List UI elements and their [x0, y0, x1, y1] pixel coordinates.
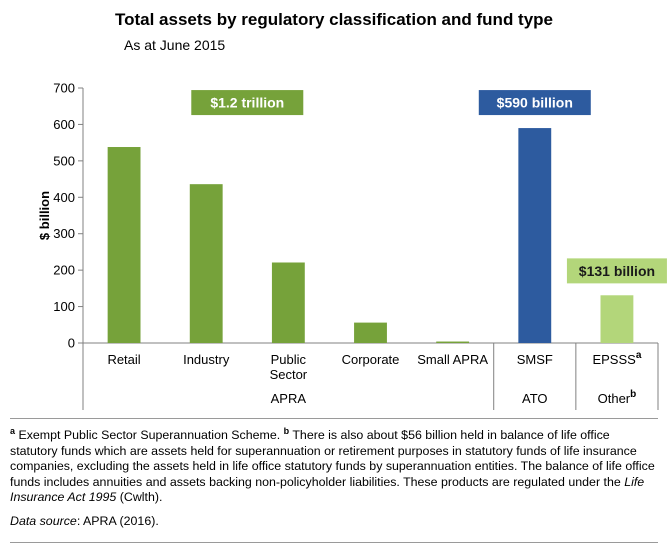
x-tick-label: Industry — [183, 352, 230, 367]
footnote-paragraph: a Exempt Public Sector Superannuation Sc… — [10, 425, 658, 506]
y-tick-label: 300 — [53, 226, 75, 241]
y-tick-label: 500 — [53, 153, 75, 168]
act-suffix: (Cwlth). — [116, 490, 163, 505]
y-tick-label: 0 — [68, 336, 75, 351]
y-tick-label: 600 — [53, 117, 75, 132]
bar-epsss — [600, 295, 634, 343]
group-label: ATO — [522, 391, 548, 406]
bottom-divider — [10, 542, 658, 543]
data-source-text: : APRA (2016). — [76, 513, 159, 528]
annotation-box — [191, 90, 304, 116]
data-source-label: Data source — [10, 513, 77, 528]
group-label: Otherb — [598, 389, 637, 406]
bar-public-sector — [271, 262, 305, 343]
chart-subtitle: As at June 2015 — [124, 37, 226, 53]
chart-title: Total assets by regulatory classificatio… — [114, 10, 553, 29]
annotation-label: $1.2 trillion — [210, 95, 284, 111]
bar-retail — [107, 147, 141, 343]
bar-corporate — [354, 322, 387, 343]
top-divider — [10, 418, 658, 419]
annotation-label: $590 billion — [497, 95, 573, 111]
x-tick-label: Corporate — [342, 352, 400, 367]
x-tick-label: SMSF — [517, 352, 553, 367]
chart-plot: 0 100 200 300 400 500 600 700 $ billion Retail Ind… — [37, 81, 667, 410]
bar-smsf — [518, 128, 552, 343]
data-source: Data source: APRA (2016). — [10, 514, 658, 530]
y-tick-label: 700 — [53, 81, 75, 96]
footnote-a-text: Exempt Public Sector Superannuation Sche… — [15, 428, 284, 442]
x-tick-label: Small APRA — [417, 352, 488, 367]
bar-industry — [189, 184, 223, 343]
footnote-b-text: There is also about $56 billion held in … — [10, 428, 655, 489]
annotation-label: $131 billion — [579, 263, 655, 279]
y-axis-title: $ billion — [37, 191, 52, 240]
x-tick-label: EPSSSa — [592, 350, 641, 367]
y-tick-label: 200 — [53, 263, 75, 278]
y-tick-label: 400 — [53, 190, 75, 205]
group-label: APRA — [271, 391, 307, 406]
footnote-b-marker: b — [283, 425, 290, 436]
act-name: Life Insurance Act 1995 — [10, 474, 645, 505]
x-tick-label: Retail — [107, 352, 140, 367]
bar-small-apra — [436, 341, 470, 343]
x-tick-label: Public Sector — [270, 352, 308, 382]
footnotes: a Exempt Public Sector Superannuation Sc… — [10, 425, 658, 530]
y-tick-label: 100 — [53, 299, 75, 314]
annotation-box — [566, 258, 667, 284]
annotation-box — [478, 90, 591, 116]
footnote-a-marker: a — [10, 425, 16, 436]
